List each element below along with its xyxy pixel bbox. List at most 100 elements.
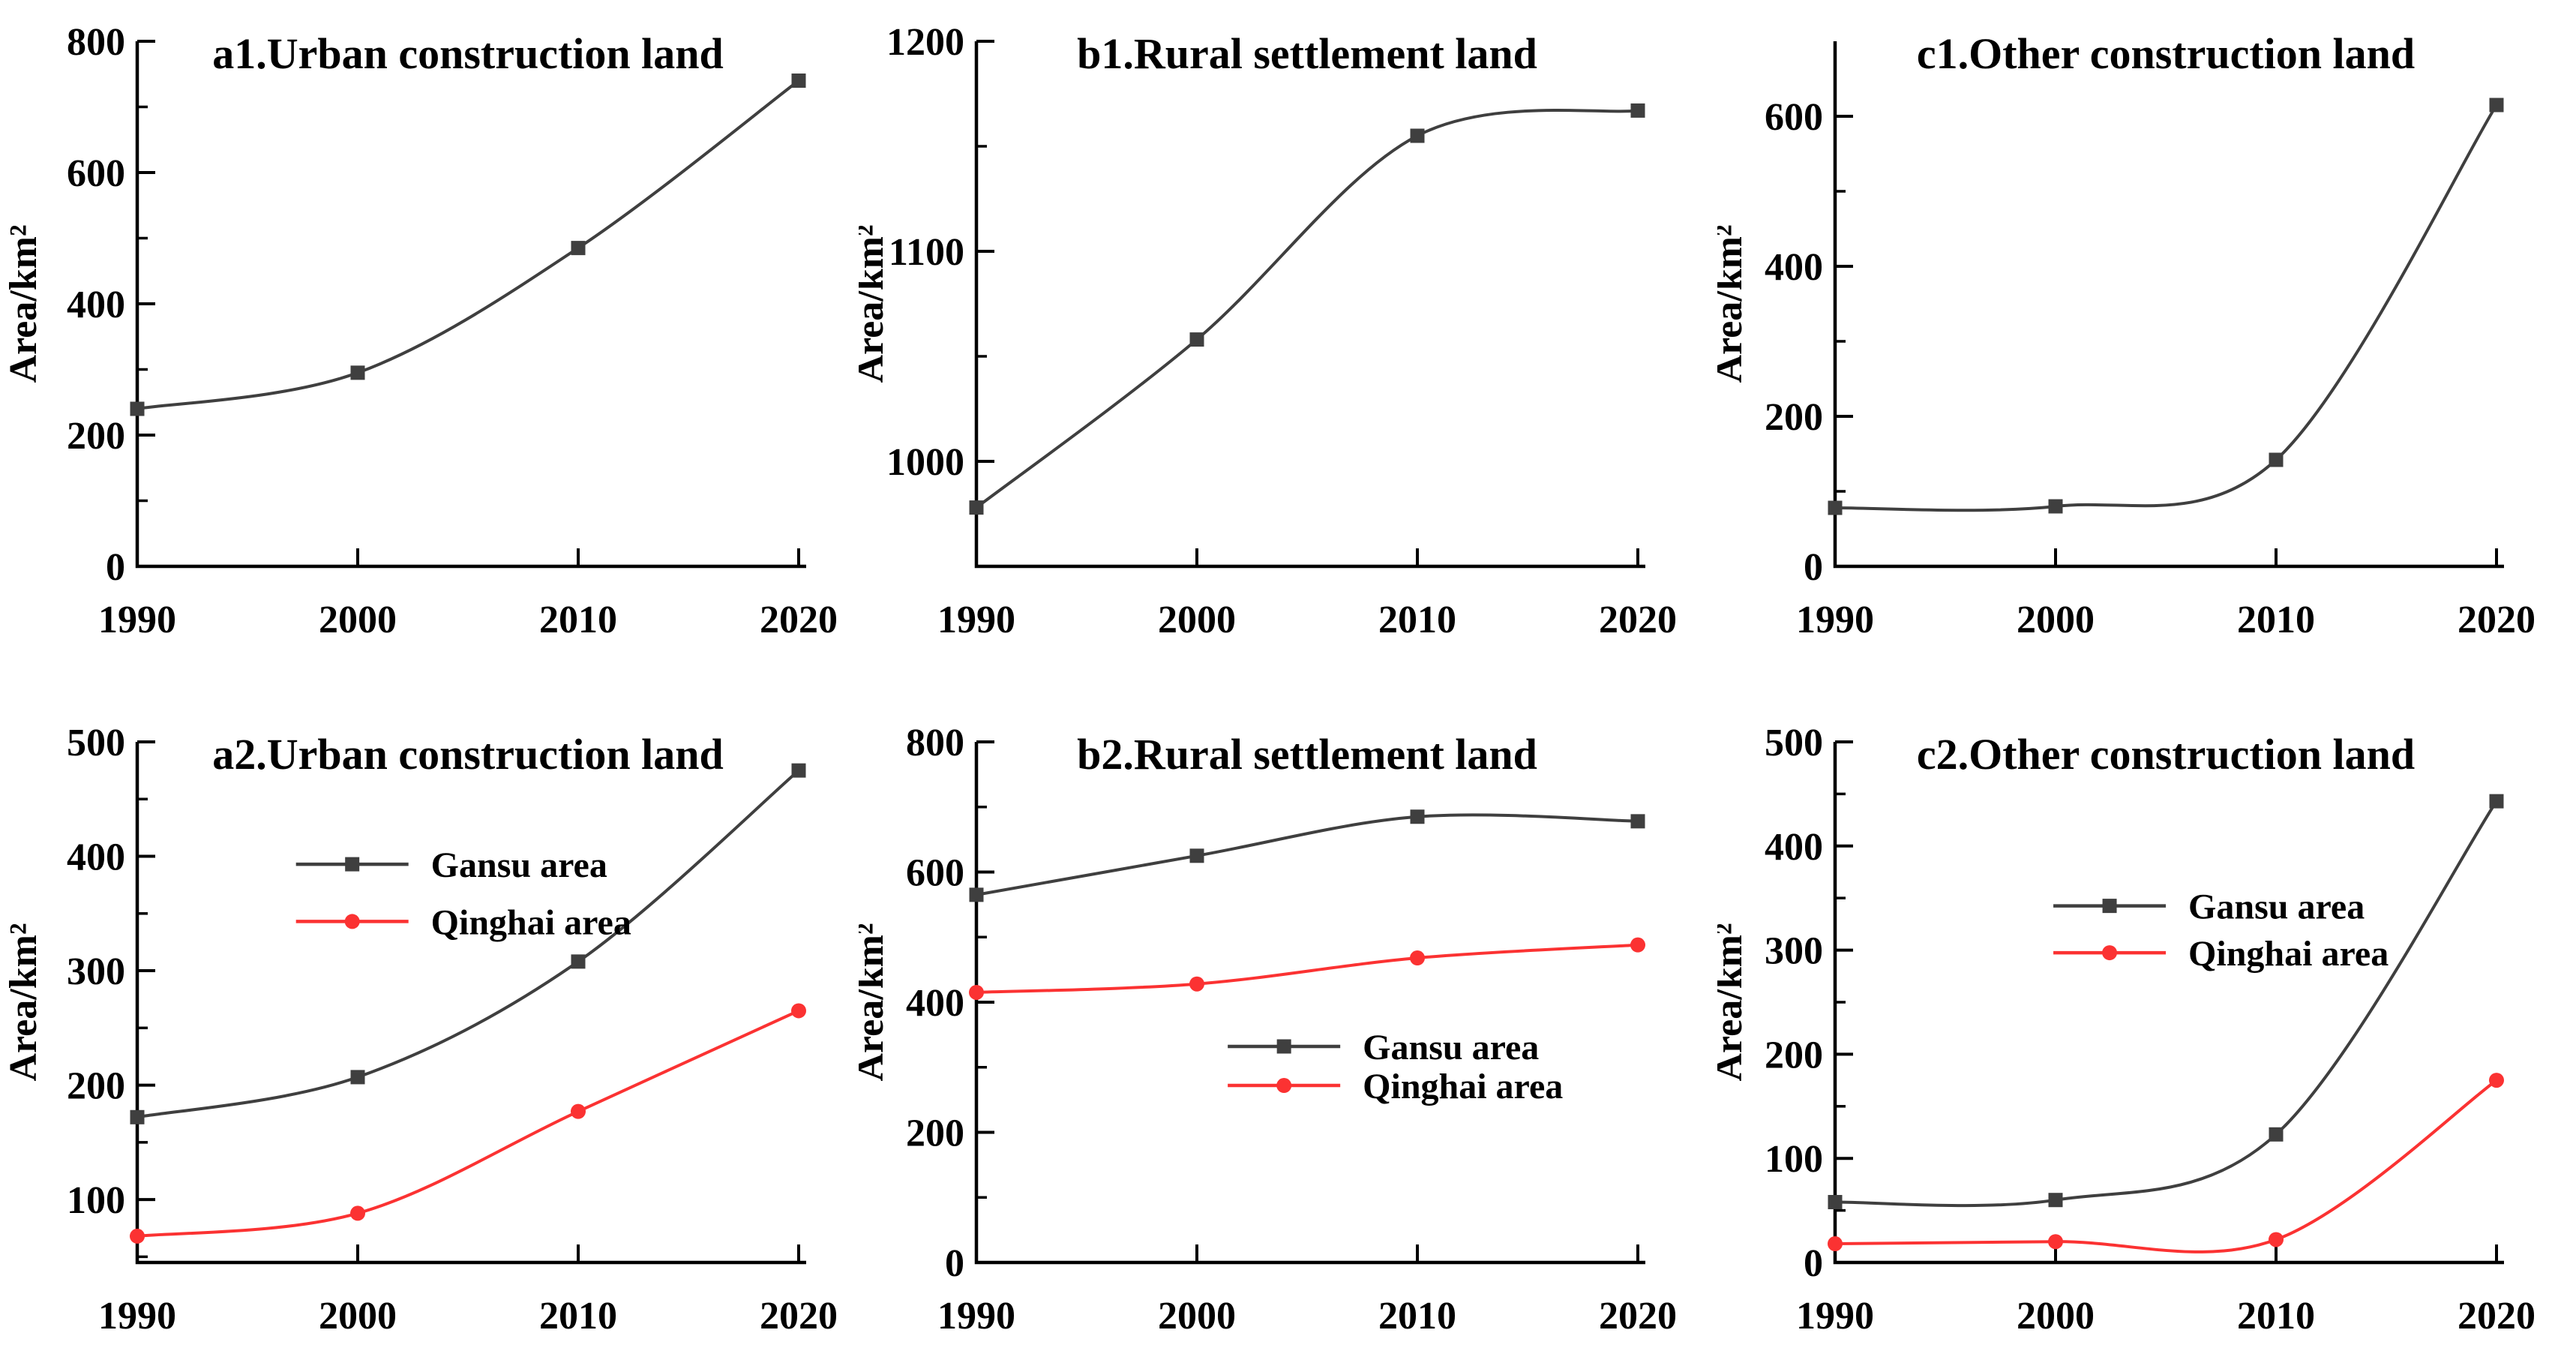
legend-label-gansu-area: Gansu area [431,845,607,885]
series-line-a1 [136,79,800,410]
data-point-circle [2269,1232,2284,1247]
data-point-square [791,74,806,88]
data-point-circle [1276,1078,1292,1094]
y-tick-label: 200 [906,1112,964,1155]
panel-b2-rural-settlement-land-by-region: 0 200 400 600 800 1990 2000 2010 2020 b2.Rural se… [859,684,1717,1369]
data-point-square [2489,794,2504,809]
x-tick-label: 2020 [760,599,838,641]
data-point-square [969,887,984,902]
y-tick-label: 200 [67,1065,125,1108]
data-point-circle [1828,1236,1843,1252]
data-point-circle [130,1228,145,1244]
data-point-square [350,365,365,380]
chart-title: c2.Other construction land [1917,730,2415,779]
x-tick-label: 1990 [98,599,176,641]
series-line-b1 [975,108,1639,509]
y-tick-label: 0 [1804,546,1823,589]
data-point-circle [791,1003,806,1019]
data-point-circle [969,984,984,1000]
chart-title: b2.Rural settlement land [1077,730,1537,779]
panel-c1-other-construction-land-total: 0 200 400 600 1990 2000 2010 2020 c1.Other const… [1717,0,2576,684]
y-axis-label: Area/km² [859,923,892,1081]
y-tick-label: 200 [1765,1034,1823,1076]
data-point-circle [2102,945,2118,961]
x-tick-label: 2010 [1378,1295,1456,1337]
data-point-circle [1630,937,1645,953]
data-point-square [2269,452,2284,467]
chart-title: c1.Other construction land [1917,29,2415,78]
data-point-circle [2048,1234,2063,1250]
y-tick-label: 200 [67,415,125,458]
y-tick-label: 200 [1765,396,1823,439]
data-point-square [350,1070,365,1085]
y-tick-label: 300 [1765,930,1823,973]
panel-a1-urban-construction-land-total: 0 200 400 600 800 1990 2000 2010 2020 a1.Urban co… [0,0,859,684]
legend-label-gansu-area: Gansu area [2188,887,2365,927]
x-tick-label: 2000 [2017,599,2095,641]
chart-a1: 0 200 400 600 800 1990 2000 2010 2020 a1.Urban co… [2,21,838,641]
data-point-square [2269,1127,2284,1142]
x-tick-label: 2020 [2458,599,2536,641]
y-tick-label: 400 [1765,826,1823,869]
series-line-qinghai-area [975,943,1639,994]
x-tick-label: 2010 [2237,599,2315,641]
y-tick-label: 100 [1765,1138,1823,1181]
data-point-square [571,241,586,256]
x-tick-label: 2010 [2237,1295,2315,1337]
data-point-square [2102,899,2117,914]
x-tick-label: 1990 [1796,1295,1874,1337]
chart-title: a1.Urban construction land [212,29,724,78]
x-tick-label: 2020 [2458,1295,2536,1337]
legend: Gansu area Qinghai area [295,845,631,942]
data-point-square [1189,848,1204,863]
axes-spines [974,41,1645,569]
axes-spines [135,41,806,569]
x-tick-label: 2010 [539,1295,617,1337]
x-tick-label: 1990 [937,1295,1015,1337]
data-point-square [571,954,586,969]
y-tick-label: 800 [906,722,964,764]
legend-label-qinghai-area: Qinghai area [431,902,631,942]
x-tick-label: 2010 [1378,599,1456,641]
x-tick-label: 2020 [1599,599,1677,641]
panel-c2-other-construction-land-by-region: 0 100 200 300 400 500 1990 2000 2010 2020 c2.Other… [1717,684,2576,1369]
series-line-c1 [1834,104,2498,512]
x-tick-label: 2020 [1599,1295,1677,1337]
data-point-square [1189,332,1204,347]
series-line-qinghai-area [1834,1079,2498,1253]
y-axis-label: Area/km² [1717,923,1750,1081]
y-tick-label: 400 [1765,246,1823,289]
panel-a2-urban-construction-land-by-region: 100 200 300 400 500 1990 2000 2010 2020 a2.Urban … [0,684,859,1369]
x-tick-label: 2000 [319,1295,397,1337]
legend-label-qinghai-area: Qinghai area [1363,1067,1563,1106]
y-tick-label: 500 [1765,722,1823,764]
y-tick-label: 1100 [889,231,964,274]
y-tick-label: 400 [67,284,125,326]
y-tick-label: 100 [67,1179,125,1222]
x-tick-label: 2010 [539,599,617,641]
data-point-square [130,401,145,416]
chart-title: a2.Urban construction land [212,730,724,779]
chart-b1: 1000 1100 1200 1990 2000 2010 2020 b1.Rural set… [859,21,1677,641]
x-tick-label: 2000 [1158,1295,1236,1337]
data-point-square [791,763,806,778]
data-point-circle [2489,1073,2504,1088]
y-axis-label: Area/km² [2,224,45,383]
x-tick-label: 2000 [2017,1295,2095,1337]
data-point-square [1276,1039,1291,1054]
y-tick-label: 1200 [886,21,964,64]
data-point-circle [1189,976,1204,992]
chart-title: b1.Rural settlement land [1077,29,1537,78]
data-point-circle [344,914,360,929]
y-axis-label: Area/km² [859,224,892,383]
y-axis-label: Area/km² [1717,224,1750,383]
y-tick-label: 800 [67,21,125,64]
data-point-circle [571,1103,586,1119]
y-tick-label: 300 [67,950,125,993]
y-axis-label: Area/km² [2,923,45,1081]
data-point-square [2489,98,2504,113]
data-point-square [2048,1193,2063,1208]
chart-a2: 100 200 300 400 500 1990 2000 2010 2020 a2.Urban … [2,722,838,1337]
